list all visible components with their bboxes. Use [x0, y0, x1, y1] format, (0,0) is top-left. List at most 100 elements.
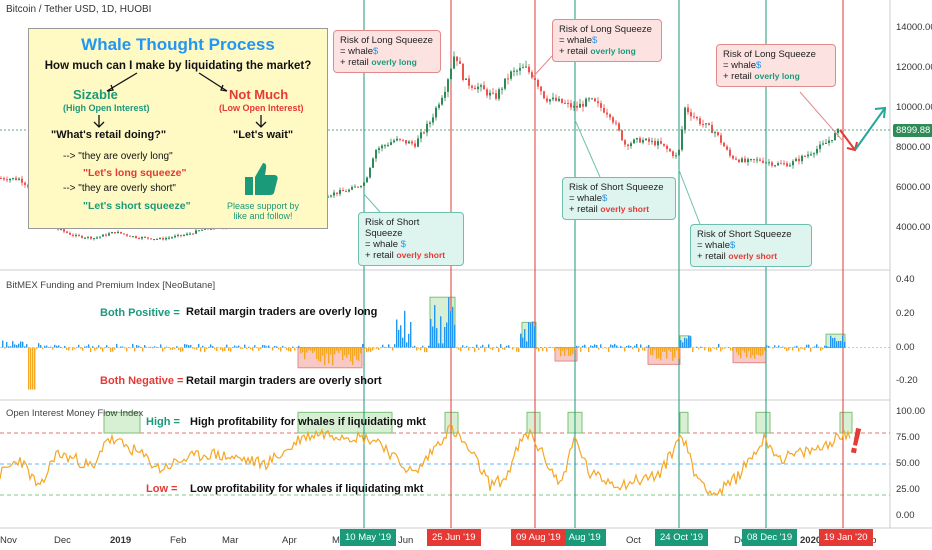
funding-bar	[88, 344, 90, 348]
y-tick-label: 6000.00	[896, 182, 931, 193]
candle-body	[0, 178, 2, 179]
candle-body	[369, 167, 371, 178]
funding-bar	[502, 347, 504, 350]
candle-body	[117, 231, 119, 234]
funding-bar	[416, 347, 418, 351]
funding-bar	[466, 346, 468, 348]
funding-bar	[386, 347, 388, 348]
candle-body	[99, 236, 101, 238]
funding-bar	[72, 347, 74, 351]
candle-body	[735, 158, 737, 160]
funding-bar	[764, 347, 766, 351]
funding-bar	[600, 344, 602, 348]
funding-bar	[52, 347, 54, 350]
funding-bar	[596, 345, 598, 348]
funding-bar	[546, 347, 548, 352]
y-tick-label: 4000.00	[896, 222, 931, 233]
funding-bar	[646, 346, 648, 348]
funding-bar	[260, 347, 262, 350]
candle-body	[699, 118, 701, 125]
y-tick-label: 10000.00	[896, 102, 932, 113]
funding-bar	[730, 347, 732, 351]
candle-body	[177, 234, 179, 236]
funding-bar	[840, 341, 842, 348]
funding-bar	[690, 336, 692, 348]
funding-bar	[752, 347, 754, 356]
funding-bar	[792, 347, 794, 351]
funding-bar	[494, 347, 496, 349]
funding-bar	[242, 347, 244, 349]
funding-bar	[640, 344, 642, 348]
funding-bar	[198, 343, 200, 348]
funding-bar	[412, 346, 414, 348]
funding-bar	[390, 346, 392, 348]
note-long-squeeze-1: Risk of Long Squeeze = whale$ + retail o…	[333, 30, 441, 73]
funding-bar	[126, 347, 128, 352]
note-short-squeeze-2: Risk of Short Squeeze = whale$ + retail …	[562, 177, 676, 220]
funding-bar	[824, 345, 826, 348]
candle-body	[684, 107, 686, 130]
candle-body	[777, 163, 779, 166]
funding-bar	[22, 341, 24, 348]
candle-body	[402, 139, 404, 141]
candle-body	[90, 236, 92, 239]
x-tick-label: Feb	[170, 535, 187, 546]
funding-bar	[438, 343, 440, 348]
candle-body	[363, 182, 365, 187]
funding-bar	[642, 347, 644, 351]
funding-bar	[754, 347, 756, 359]
candle-body	[393, 140, 395, 143]
funding-bar	[364, 347, 366, 349]
candle-body	[669, 149, 671, 152]
candle-body	[543, 91, 545, 99]
funding-bar	[250, 347, 252, 350]
funding-bar	[634, 345, 636, 348]
funding-bar	[228, 347, 230, 351]
x-tick-label: 2020	[800, 535, 822, 546]
funding-bar	[834, 337, 836, 348]
funding-bar	[832, 338, 834, 348]
candle-body	[348, 189, 350, 192]
note-title: Risk of Short Squeeze	[365, 217, 420, 239]
funding-bar	[678, 347, 680, 359]
funding-bar	[10, 346, 12, 348]
funding-bar	[326, 347, 328, 354]
funding-bar	[808, 344, 810, 348]
low-body: Low profitability for whales if liquidat…	[190, 483, 424, 495]
funding-bar	[804, 347, 806, 351]
candle-body	[636, 138, 638, 140]
funding-bar	[404, 310, 406, 348]
candle-body	[606, 112, 608, 115]
candle-body	[720, 135, 722, 143]
candle-body	[63, 229, 65, 232]
funding-bar	[620, 345, 622, 348]
candle-body	[96, 237, 98, 239]
funding-bar	[766, 345, 768, 348]
funding-bar	[160, 344, 162, 348]
whale-question: How much can I make by liquidating the m…	[44, 60, 312, 72]
funding-bar	[506, 345, 508, 348]
funding-bar	[244, 344, 246, 348]
candle-body	[81, 235, 83, 238]
candle-body	[468, 78, 470, 86]
candle-body	[678, 149, 680, 156]
funding-bar	[842, 335, 844, 348]
candle-body	[660, 141, 662, 144]
candle-body	[189, 233, 191, 235]
candle-body	[411, 141, 413, 144]
funding-bar	[136, 345, 138, 348]
candle-body	[405, 140, 407, 144]
candle-body	[540, 86, 542, 92]
date-tag-green: 24 Oct '19	[655, 529, 709, 546]
candle-body	[156, 238, 158, 240]
funding-bar	[732, 347, 734, 352]
candle-body	[459, 61, 461, 64]
funding-bar	[312, 347, 314, 354]
note-pointer	[363, 193, 381, 213]
funding-bar	[372, 347, 374, 351]
candle-body	[651, 140, 653, 142]
candle-body	[612, 117, 614, 123]
funding-bar	[424, 347, 426, 353]
